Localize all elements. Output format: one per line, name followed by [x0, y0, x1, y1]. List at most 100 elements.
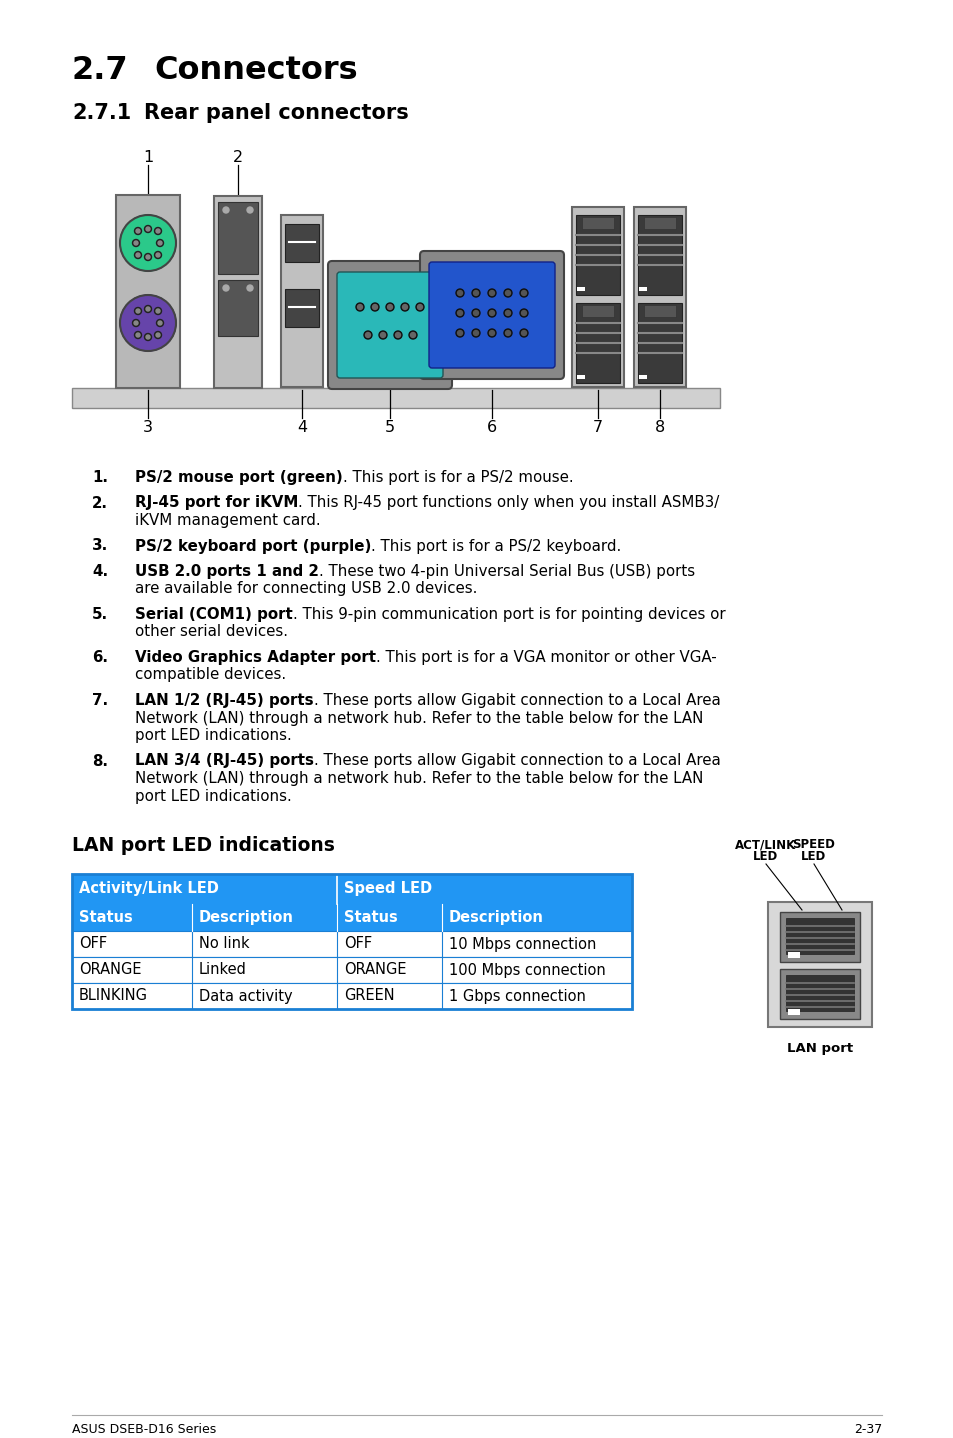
- Circle shape: [146, 335, 150, 339]
- Circle shape: [380, 332, 385, 338]
- Circle shape: [156, 309, 160, 313]
- Text: SPEED: SPEED: [792, 838, 835, 851]
- Circle shape: [457, 331, 462, 335]
- Text: ORANGE: ORANGE: [79, 962, 141, 978]
- Bar: [218, 201, 257, 275]
- Circle shape: [154, 227, 161, 234]
- Text: . These ports allow Gigabit connection to a Local Area: . These ports allow Gigabit connection t…: [314, 693, 720, 707]
- Bar: [581, 305, 614, 316]
- Text: port LED indications.: port LED indications.: [135, 788, 292, 804]
- Circle shape: [144, 334, 152, 341]
- Bar: [638, 303, 681, 383]
- Text: . This RJ-45 port functions only when you install ASMB3/: . This RJ-45 port functions only when yo…: [298, 496, 719, 510]
- Bar: [643, 305, 676, 316]
- Circle shape: [521, 331, 526, 335]
- Bar: [577, 375, 584, 380]
- Text: 7.: 7.: [91, 693, 108, 707]
- Bar: [787, 1009, 800, 1015]
- Bar: [71, 984, 631, 1009]
- Circle shape: [489, 331, 494, 335]
- Text: 3.: 3.: [91, 538, 108, 554]
- Bar: [780, 912, 859, 962]
- Circle shape: [473, 331, 478, 335]
- Bar: [218, 280, 257, 336]
- Circle shape: [457, 311, 462, 315]
- Text: ACT/LINK: ACT/LINK: [735, 838, 796, 851]
- FancyBboxPatch shape: [419, 252, 563, 380]
- Circle shape: [144, 226, 152, 233]
- Bar: [787, 952, 800, 958]
- Text: Linked: Linked: [199, 962, 247, 978]
- Bar: [71, 874, 631, 1009]
- Circle shape: [136, 253, 140, 257]
- Text: LAN 3/4 (RJ-45) ports: LAN 3/4 (RJ-45) ports: [135, 754, 314, 768]
- Circle shape: [154, 252, 161, 259]
- Text: USB 2.0 ports 1 and 2: USB 2.0 ports 1 and 2: [135, 564, 318, 580]
- Text: 4.: 4.: [91, 564, 108, 580]
- Circle shape: [456, 309, 463, 316]
- Text: ASUS DSEB-D16 Series: ASUS DSEB-D16 Series: [71, 1424, 216, 1437]
- Bar: [285, 224, 318, 262]
- Bar: [785, 975, 853, 1011]
- Circle shape: [134, 227, 141, 234]
- Text: LED: LED: [753, 850, 778, 863]
- Text: . This port is for a PS/2 mouse.: . This port is for a PS/2 mouse.: [342, 470, 573, 485]
- Circle shape: [136, 229, 140, 233]
- Bar: [780, 969, 859, 1020]
- Text: Serial (COM1) port: Serial (COM1) port: [135, 607, 293, 623]
- Circle shape: [365, 332, 370, 338]
- Text: 4: 4: [296, 420, 307, 436]
- Text: Connectors: Connectors: [153, 55, 357, 86]
- Circle shape: [410, 332, 416, 338]
- Circle shape: [134, 332, 141, 338]
- Circle shape: [154, 332, 161, 338]
- FancyBboxPatch shape: [328, 262, 452, 390]
- Text: 1 Gbps connection: 1 Gbps connection: [449, 988, 585, 1004]
- Circle shape: [156, 334, 160, 336]
- Circle shape: [503, 309, 512, 316]
- Circle shape: [223, 207, 229, 213]
- Circle shape: [472, 289, 479, 298]
- Circle shape: [156, 229, 160, 233]
- Text: 1: 1: [143, 150, 153, 165]
- Circle shape: [134, 252, 141, 259]
- Bar: [785, 917, 853, 953]
- Circle shape: [457, 290, 462, 295]
- Circle shape: [472, 329, 479, 336]
- Circle shape: [473, 311, 478, 315]
- Circle shape: [519, 329, 527, 336]
- Circle shape: [456, 289, 463, 298]
- Text: 2.7.1: 2.7.1: [71, 104, 132, 124]
- Text: 8: 8: [654, 420, 664, 436]
- Text: other serial devices.: other serial devices.: [135, 624, 288, 640]
- Text: Speed LED: Speed LED: [344, 881, 432, 896]
- Circle shape: [503, 329, 512, 336]
- Bar: [116, 196, 180, 388]
- Bar: [576, 216, 619, 295]
- Circle shape: [158, 242, 162, 244]
- Circle shape: [521, 290, 526, 295]
- Circle shape: [505, 290, 510, 295]
- Circle shape: [505, 331, 510, 335]
- Text: ORANGE: ORANGE: [344, 962, 406, 978]
- Text: iKVM management card.: iKVM management card.: [135, 513, 320, 528]
- Text: BLINKING: BLINKING: [79, 988, 148, 1004]
- Bar: [281, 216, 323, 387]
- FancyBboxPatch shape: [336, 272, 442, 378]
- Circle shape: [146, 255, 150, 259]
- Circle shape: [364, 331, 372, 339]
- Text: RJ-45 port for iKVM: RJ-45 port for iKVM: [135, 496, 298, 510]
- Circle shape: [488, 309, 496, 316]
- Circle shape: [416, 303, 423, 311]
- Circle shape: [505, 311, 510, 315]
- Bar: [639, 288, 646, 290]
- Text: Description: Description: [449, 910, 543, 925]
- Circle shape: [357, 305, 362, 309]
- Text: 2: 2: [233, 150, 243, 165]
- Circle shape: [120, 295, 175, 351]
- Bar: [577, 288, 584, 290]
- Circle shape: [120, 216, 175, 270]
- Bar: [71, 958, 631, 984]
- Circle shape: [489, 290, 494, 295]
- Circle shape: [394, 331, 401, 339]
